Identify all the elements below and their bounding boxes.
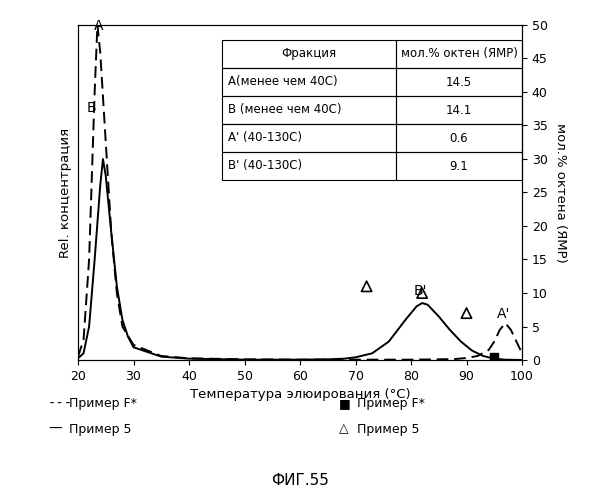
Text: B: B — [87, 102, 97, 116]
Y-axis label: Rel. концентрация: Rel. концентрация — [59, 128, 73, 258]
Text: Пример F*: Пример F* — [357, 398, 425, 410]
Text: А(менее чем 40С): А(менее чем 40С) — [228, 76, 338, 88]
Text: Пример F*: Пример F* — [69, 398, 137, 410]
Text: ■: ■ — [339, 398, 351, 410]
Bar — [222, 96, 396, 124]
Text: 14.5: 14.5 — [446, 76, 472, 88]
Text: ---: --- — [48, 396, 73, 410]
Bar — [396, 40, 522, 68]
Bar — [222, 40, 396, 68]
Text: ФИГ.55: ФИГ.55 — [271, 473, 329, 488]
Text: 0.6: 0.6 — [449, 132, 469, 144]
Bar — [396, 96, 522, 124]
Text: Пример 5: Пример 5 — [357, 422, 419, 436]
Bar — [222, 152, 396, 180]
Text: В (менее чем 40С): В (менее чем 40С) — [228, 104, 341, 117]
Text: △: △ — [339, 422, 349, 436]
Y-axis label: мол.% октена (ЯМР): мол.% октена (ЯМР) — [554, 122, 567, 262]
Text: В' (40-130С): В' (40-130С) — [228, 160, 302, 172]
Text: 9.1: 9.1 — [449, 160, 469, 172]
Bar — [396, 152, 522, 180]
Bar — [222, 124, 396, 152]
Text: 14.1: 14.1 — [446, 104, 472, 117]
Point — [362, 282, 371, 290]
Text: —: — — [48, 422, 62, 436]
Point — [418, 289, 427, 297]
X-axis label: Температура элюирования (°C): Температура элюирования (°C) — [190, 388, 410, 402]
Bar — [222, 68, 396, 96]
Text: А' (40-130С): А' (40-130С) — [228, 132, 302, 144]
Bar — [396, 124, 522, 152]
Text: Пример 5: Пример 5 — [69, 422, 131, 436]
Point — [490, 352, 499, 360]
Text: Фракция: Фракция — [281, 48, 337, 60]
Text: B': B' — [414, 284, 427, 298]
Text: мол.% октен (ЯМР): мол.% октен (ЯМР) — [401, 48, 517, 60]
Bar — [396, 68, 522, 96]
Text: A: A — [94, 20, 104, 34]
Text: A': A' — [497, 308, 511, 322]
Point — [462, 309, 472, 317]
